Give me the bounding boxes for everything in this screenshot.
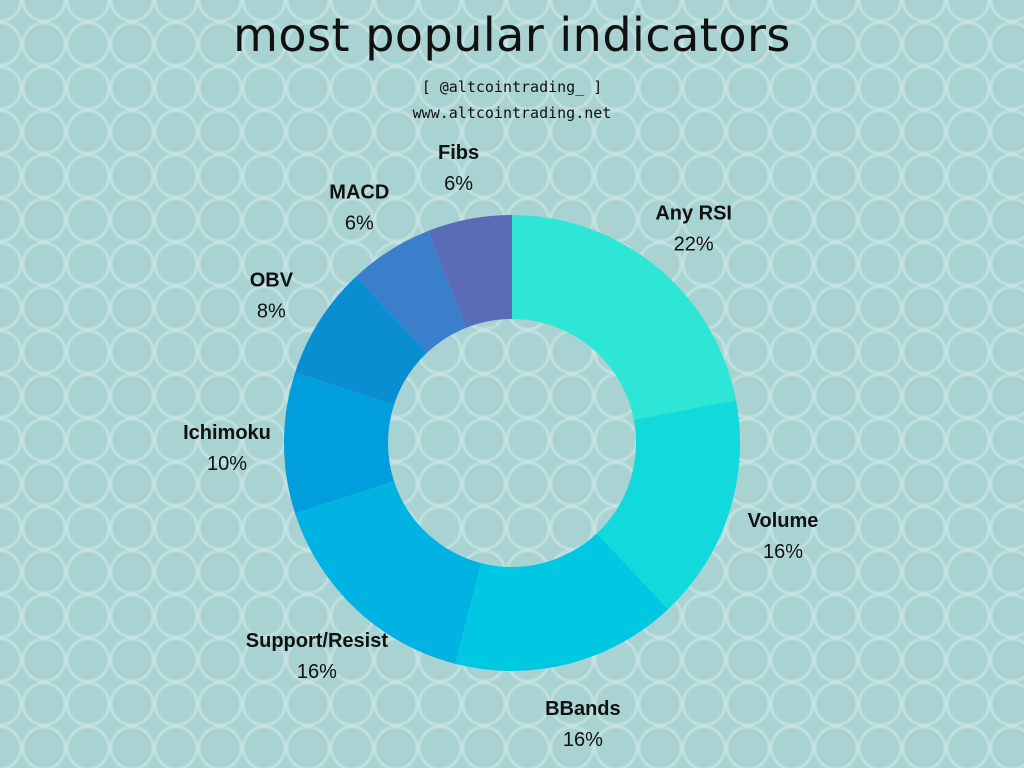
slice-label: Fibs — [438, 142, 479, 164]
slice-label: Ichimoku — [183, 422, 271, 444]
chart-title: most popular indicators — [233, 8, 791, 62]
website-url: www.altcointrading.net — [412, 104, 612, 122]
slice-labels: Any RSI 22% Volume 16% BBands 16% Support/Resi… — [183, 142, 818, 751]
slice-percent: 6% — [444, 173, 473, 195]
slice-percent: 16% — [763, 541, 803, 563]
slice-obv — [295, 276, 428, 405]
slice-bbands — [455, 533, 669, 671]
slice-label: BBands — [545, 698, 621, 720]
slice-label: OBV — [250, 269, 294, 291]
slice-percent: 10% — [207, 453, 247, 475]
slice-percent: 8% — [257, 300, 286, 322]
slice-any-rsi — [512, 215, 736, 420]
slice-macd — [355, 231, 467, 353]
slice-label: Support/Resist — [246, 630, 389, 652]
donut-slices — [284, 215, 740, 671]
slice-label: Any RSI — [655, 202, 732, 224]
slice-percent: 22% — [674, 233, 714, 255]
slice-fibs — [428, 215, 512, 328]
slice-label: MACD — [329, 181, 389, 203]
slice-label: Volume — [748, 510, 819, 532]
slice-ichimoku — [284, 372, 395, 514]
slice-support-resist — [295, 481, 482, 664]
slice-percent: 16% — [563, 729, 603, 751]
slice-percent: 6% — [345, 212, 374, 234]
slice-volume — [596, 400, 740, 610]
slice-percent: 16% — [297, 661, 337, 683]
twitter-handle: [ @altcointrading_ ] — [421, 78, 603, 96]
